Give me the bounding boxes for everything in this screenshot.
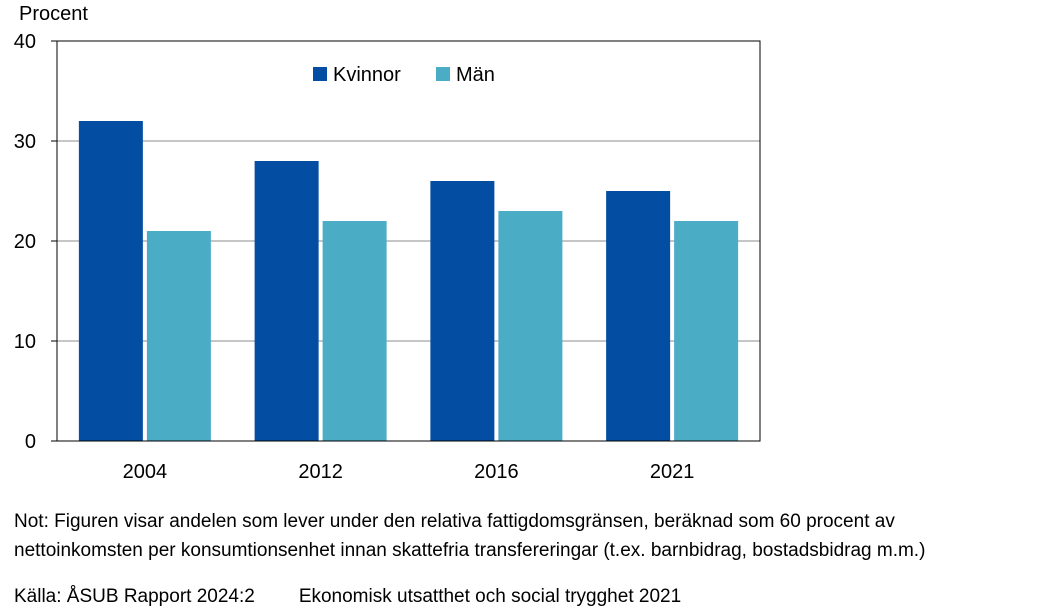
y-tick-label-10: 10 bbox=[14, 331, 36, 353]
y-tick-label-30: 30 bbox=[14, 131, 36, 153]
x-tick-label-2021: 2021 bbox=[650, 461, 695, 483]
bar-Kvinnor-2016 bbox=[430, 181, 495, 441]
y-tick-label-0: 0 bbox=[25, 431, 36, 453]
x-tick-label-2016: 2016 bbox=[474, 461, 519, 483]
legend-swatch-Män bbox=[436, 67, 450, 81]
y-tick-label-40: 40 bbox=[14, 31, 36, 53]
x-tick-label-2012: 2012 bbox=[298, 461, 343, 483]
source-title: Ekonomisk utsatthet och social trygghet … bbox=[298, 586, 682, 607]
y-tick-labels: 0 10 20 30 40 bbox=[14, 31, 57, 453]
y-tick-label-20: 20 bbox=[14, 231, 36, 253]
legend-swatch-Kvinnor bbox=[313, 67, 327, 81]
bar-chart: Procent 0 10 20 30 40 2004 2012 2016 2021 Kvinn… bbox=[14, 3, 761, 483]
x-tick-labels: 2004 2012 2016 2021 bbox=[123, 461, 695, 483]
legend-label-Män: Män bbox=[456, 64, 495, 86]
x-tick-label-2004: 2004 bbox=[123, 461, 168, 483]
legend: Kvinnor Män bbox=[313, 64, 495, 86]
y-axis-label: Procent bbox=[19, 3, 88, 25]
bar-Kvinnor-2012 bbox=[254, 161, 319, 441]
source-label: Källa: ÅSUB Rapport 2024:2 bbox=[14, 586, 255, 607]
bar-Män-2021 bbox=[674, 221, 739, 441]
bar-Kvinnor-2021 bbox=[606, 191, 671, 441]
bar-Män-2016 bbox=[498, 211, 563, 441]
source-line: Källa: ÅSUB Rapport 2024:2 Ekonomisk utsa… bbox=[14, 583, 681, 611]
bar-Män-2012 bbox=[322, 221, 387, 441]
chart-note-line-2: nettoinkomsten per konsumtionsenhet inna… bbox=[14, 540, 926, 561]
chart-note-line-1: Not: Figuren visar andelen som lever und… bbox=[14, 511, 895, 532]
bars bbox=[78, 121, 739, 441]
bar-Män-2004 bbox=[146, 231, 211, 441]
legend-label-Kvinnor: Kvinnor bbox=[333, 64, 401, 86]
bar-Kvinnor-2004 bbox=[78, 121, 143, 441]
